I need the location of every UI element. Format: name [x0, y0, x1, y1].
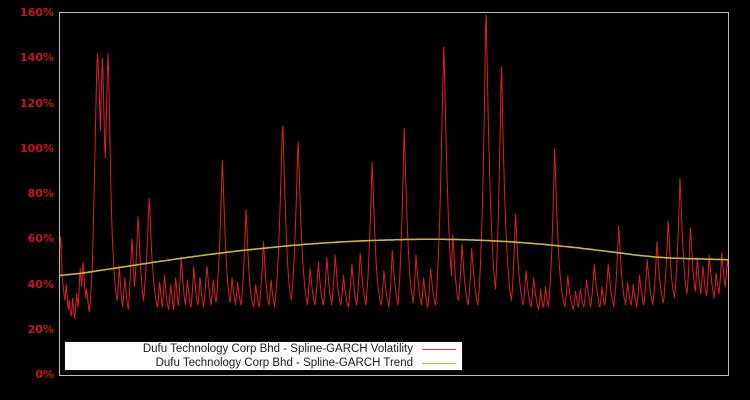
y-tick-label: 160% [20, 6, 54, 19]
legend-swatch-trend [422, 362, 456, 364]
series-layer [59, 14, 729, 319]
legend-entry-trend[interactable]: Dufu Technology Corp Bhd - Spline-GARCH … [65, 356, 462, 370]
y-tick-label: 20% [27, 322, 54, 336]
plot-area-frame [59, 12, 729, 376]
y-tick-label: 60% [27, 232, 54, 246]
y-tick-label: 100% [20, 141, 54, 155]
legend-swatch-volatility [422, 348, 456, 350]
legend-label-volatility: Dufu Technology Corp Bhd - Spline-GARCH … [142, 342, 413, 355]
chart-legend[interactable]: Dufu Technology Corp Bhd - Spline-GARCH … [64, 341, 463, 371]
series-line-trend [59, 238, 729, 277]
y-tick-label: 140% [20, 51, 54, 65]
legend-label-trend: Dufu Technology Corp Bhd - Spline-GARCH … [155, 356, 413, 369]
series-line-volatility [59, 14, 729, 319]
y-tick-label: 40% [27, 277, 54, 291]
y-tick-label: 120% [20, 96, 54, 110]
y-tick-label: 0% [35, 368, 54, 381]
y-tick-label: 80% [27, 187, 54, 200]
legend-entry-volatility[interactable]: Dufu Technology Corp Bhd - Spline-GARCH … [65, 342, 462, 356]
